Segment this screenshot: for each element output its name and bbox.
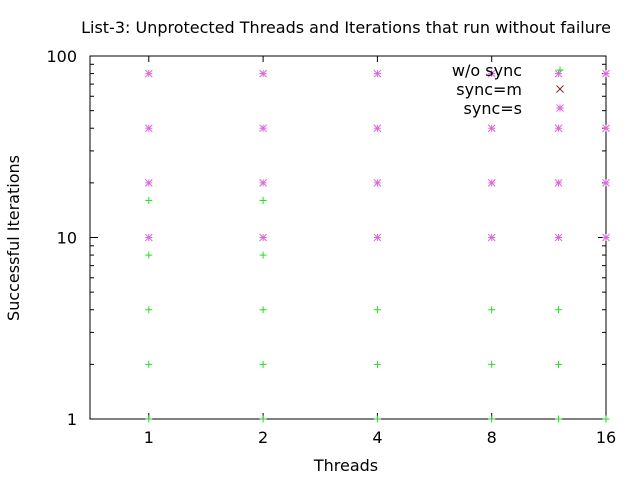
- legend-marker: [556, 104, 564, 112]
- x-tick-label: 16: [596, 428, 616, 447]
- point-series-0: [488, 415, 496, 423]
- point-series-2: [259, 233, 267, 242]
- point-series-2-d2: [554, 69, 563, 78]
- point-series-0: [373, 415, 381, 423]
- x-axis: 1 2 4 8 16: [144, 56, 616, 447]
- point-series-2-d2: [602, 179, 610, 187]
- point-series-2-d2: [144, 69, 153, 78]
- point-series-2-d2: [259, 124, 267, 133]
- point-series-2: [487, 179, 496, 187]
- point-series-2-d2: [602, 124, 610, 133]
- point-series-0: [259, 306, 267, 314]
- y-axis-label: Successful Iterations: [4, 155, 23, 321]
- legend-label: sync=s: [464, 99, 522, 118]
- legend-label: w/o sync: [452, 61, 522, 80]
- point-series-2: [487, 233, 496, 242]
- point-series-2-d2: [373, 233, 382, 242]
- point-series-2-d2: [259, 179, 267, 187]
- point-series-2-d2: [487, 69, 496, 78]
- point-series-2: [602, 179, 610, 187]
- point-series-0: [373, 360, 381, 368]
- point-series-0: [259, 360, 267, 368]
- point-series-2: [602, 233, 610, 242]
- point-series-2-d2: [144, 233, 153, 242]
- point-series-0: [259, 251, 267, 259]
- point-series-0: [555, 360, 563, 368]
- x-axis-label: Threads: [313, 456, 378, 475]
- x-tick-label: 4: [372, 428, 382, 447]
- point-series-0: [488, 360, 496, 368]
- point-series-2-d2: [602, 69, 610, 78]
- point-series-2: [144, 69, 153, 78]
- point-series-2: [602, 124, 610, 133]
- point-series-2: [373, 124, 382, 133]
- point-series-2-d2: [144, 179, 153, 187]
- point-series-2: [144, 179, 153, 187]
- point-series-2-d2: [554, 179, 563, 187]
- point-series-2-d2: [373, 179, 382, 187]
- point-series-0: [259, 415, 267, 423]
- point-series-2: [144, 233, 153, 242]
- point-series-2: [487, 69, 496, 78]
- point-series-2-d2: [554, 124, 563, 133]
- legend-marker-d2: [556, 104, 564, 112]
- chart-title: List-3: Unprotected Threads and Iteratio…: [81, 18, 611, 37]
- point-series-2: [602, 69, 610, 78]
- point-series-2-d2: [373, 124, 382, 133]
- point-series-0: [145, 196, 153, 204]
- y-tick-label: 10: [57, 229, 77, 248]
- x-tick-label: 8: [487, 428, 497, 447]
- point-series-2: [554, 233, 563, 242]
- legend-marker: [556, 66, 564, 74]
- point-series-2: [373, 233, 382, 242]
- y-tick-label: 1: [67, 410, 77, 429]
- point-series-0: [373, 306, 381, 314]
- point-series-2: [554, 179, 563, 187]
- point-series-2: [259, 124, 267, 133]
- point-series-0: [555, 306, 563, 314]
- point-series-2: [259, 179, 267, 187]
- legend-label: sync=m: [456, 80, 522, 99]
- point-series-0: [145, 251, 153, 259]
- point-series-2-d2: [487, 179, 496, 187]
- point-series-2: [487, 124, 496, 133]
- point-series-2-d2: [259, 69, 267, 78]
- point-series-2: [259, 69, 267, 78]
- point-series-0: [555, 415, 563, 423]
- point-series-2: [554, 69, 563, 78]
- point-series-0: [259, 196, 267, 204]
- y-axis: 1 10 100: [46, 47, 606, 429]
- point-series-2-d2: [373, 69, 382, 78]
- point-series-2: [144, 124, 153, 133]
- point-series-2-d2: [602, 233, 610, 242]
- point-series-2: [373, 179, 382, 187]
- point-series-2: [554, 124, 563, 133]
- point-series-0: [602, 415, 610, 423]
- data-points: [144, 69, 610, 423]
- x-tick-label: 2: [258, 428, 268, 447]
- point-series-2-d2: [554, 233, 563, 242]
- x-tick-label: 1: [144, 428, 154, 447]
- point-series-0: [145, 415, 153, 423]
- point-series-2: [373, 69, 382, 78]
- point-series-0: [145, 360, 153, 368]
- y-tick-label: 100: [46, 47, 77, 66]
- legend-marker: [556, 85, 564, 93]
- plot-area-border: [89, 55, 607, 420]
- point-series-0: [145, 306, 153, 314]
- point-series-2-d2: [487, 233, 496, 242]
- legend-marker-d2: [556, 85, 564, 93]
- point-series-2-d2: [487, 124, 496, 133]
- point-series-2-d2: [144, 124, 153, 133]
- point-series-2-d2: [259, 233, 267, 242]
- point-series-0: [488, 306, 496, 314]
